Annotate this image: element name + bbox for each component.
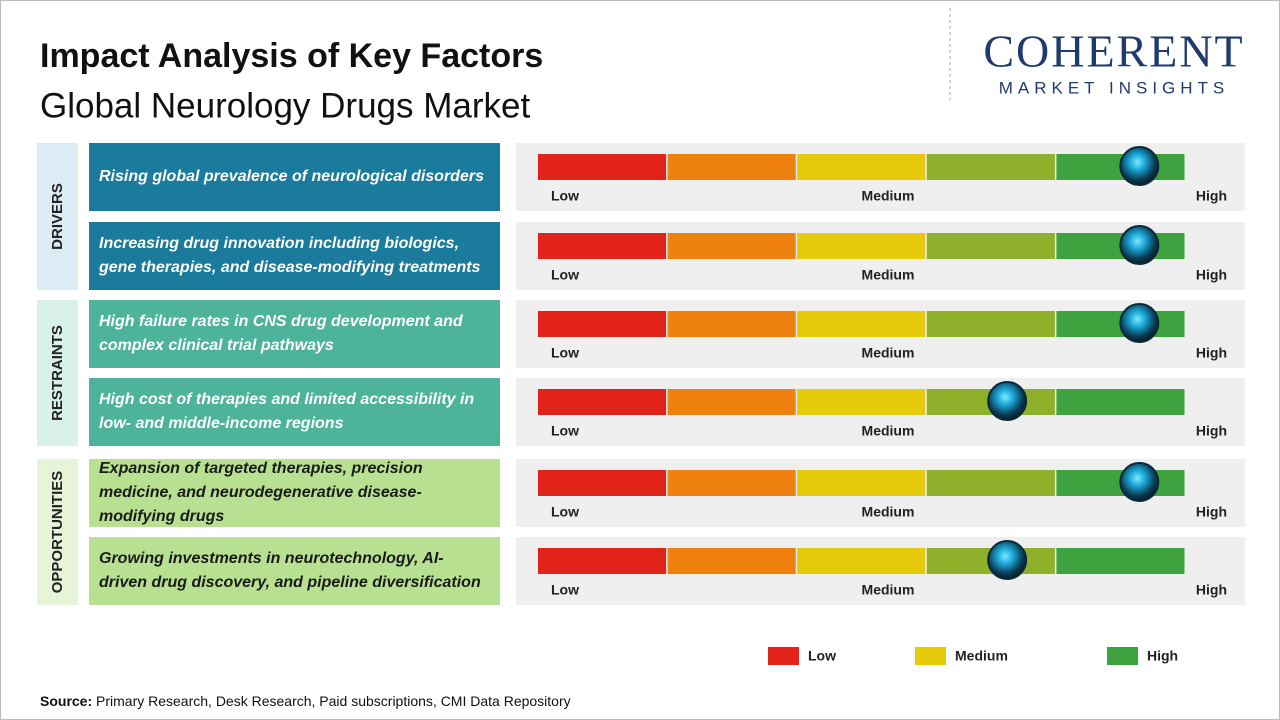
legend-swatch: [1107, 647, 1138, 665]
gauge-medium: Medium: [862, 504, 915, 520]
legend-label: Medium: [955, 648, 1008, 664]
knob: [1119, 462, 1160, 502]
gauge-high: High: [1196, 188, 1227, 204]
gauge-high: High: [1196, 423, 1227, 439]
gauge-high: High: [1196, 582, 1227, 598]
legend-label: Low: [808, 648, 836, 664]
gauge-segment: [797, 548, 926, 574]
gauge-segment: [926, 470, 1055, 496]
legend-swatch: [768, 647, 799, 665]
factor-text: Growing investments in neurotechnology, …: [89, 537, 500, 605]
source-text: Primary Research, Desk Research, Paid su…: [96, 693, 571, 709]
knob: [987, 540, 1028, 580]
subtitle: Global Neurology Drugs Market: [40, 86, 530, 125]
gauge-medium: Medium: [862, 267, 915, 283]
gauge-segment: [538, 154, 667, 180]
gauge-segment: [667, 548, 796, 574]
group-band: [37, 459, 78, 605]
gauge-segment: [538, 233, 667, 259]
knob: [1119, 146, 1160, 186]
gauge-segment: [797, 389, 926, 415]
gauge-segment: [797, 470, 926, 496]
legend-swatch: [915, 647, 946, 665]
gauge-segment: [538, 311, 667, 337]
gauge-segment: [538, 389, 667, 415]
group-label: RESTRAINTS: [49, 325, 66, 421]
gauge-segment: [926, 154, 1055, 180]
title: Impact Analysis of Key Factors: [40, 37, 543, 75]
gauge-segment: [1056, 548, 1185, 574]
gauge-high: High: [1196, 504, 1227, 520]
group-band: [37, 300, 78, 446]
gauge-segment: [667, 470, 796, 496]
gauge-low: Low: [551, 423, 579, 439]
gauge-segment: [667, 389, 796, 415]
gauge-segment: [667, 154, 796, 180]
knob: [1119, 225, 1160, 265]
gauge-low: Low: [551, 504, 579, 520]
gauge-low: Low: [551, 267, 579, 283]
gauge-low: Low: [551, 582, 579, 598]
gauge-segment: [926, 233, 1055, 259]
group-band: [37, 143, 78, 290]
legend-label: High: [1147, 648, 1178, 664]
factor-text: High cost of therapies and limited acces…: [89, 378, 500, 446]
source-label: Source:: [40, 693, 92, 709]
gauge-segment: [797, 154, 926, 180]
gauge-segment: [926, 311, 1055, 337]
knob: [1119, 303, 1160, 343]
knob: [987, 381, 1028, 421]
gauge-low: Low: [551, 345, 579, 361]
gauge-segment: [797, 311, 926, 337]
gauge-segment: [1056, 389, 1185, 415]
source: Source: Primary Research, Desk Research,…: [40, 693, 571, 709]
gauge-medium: Medium: [862, 582, 915, 598]
gauge-low: Low: [551, 188, 579, 204]
logo-name: COHERENT: [983, 26, 1244, 77]
gauge-high: High: [1196, 345, 1227, 361]
gauge-high: High: [1196, 267, 1227, 283]
gauge-segment: [667, 233, 796, 259]
logo-tagline: MARKET INSIGHTS: [999, 78, 1230, 97]
gauge-segment: [538, 470, 667, 496]
factor-text: Expansion of targeted therapies, precisi…: [89, 459, 500, 527]
group-label: OPPORTUNITIES: [49, 471, 66, 594]
gauge-medium: Medium: [862, 423, 915, 439]
gauge-segment: [538, 548, 667, 574]
gauge-medium: Medium: [862, 345, 915, 361]
gauge-segment: [667, 311, 796, 337]
factor-text: Rising global prevalence of neurological…: [89, 143, 500, 211]
group-label: DRIVERS: [49, 183, 66, 250]
factor-text: Increasing drug innovation including bio…: [89, 222, 500, 290]
gauge-segment: [797, 233, 926, 259]
factor-text: High failure rates in CNS drug developme…: [89, 300, 500, 368]
gauge-medium: Medium: [862, 188, 915, 204]
